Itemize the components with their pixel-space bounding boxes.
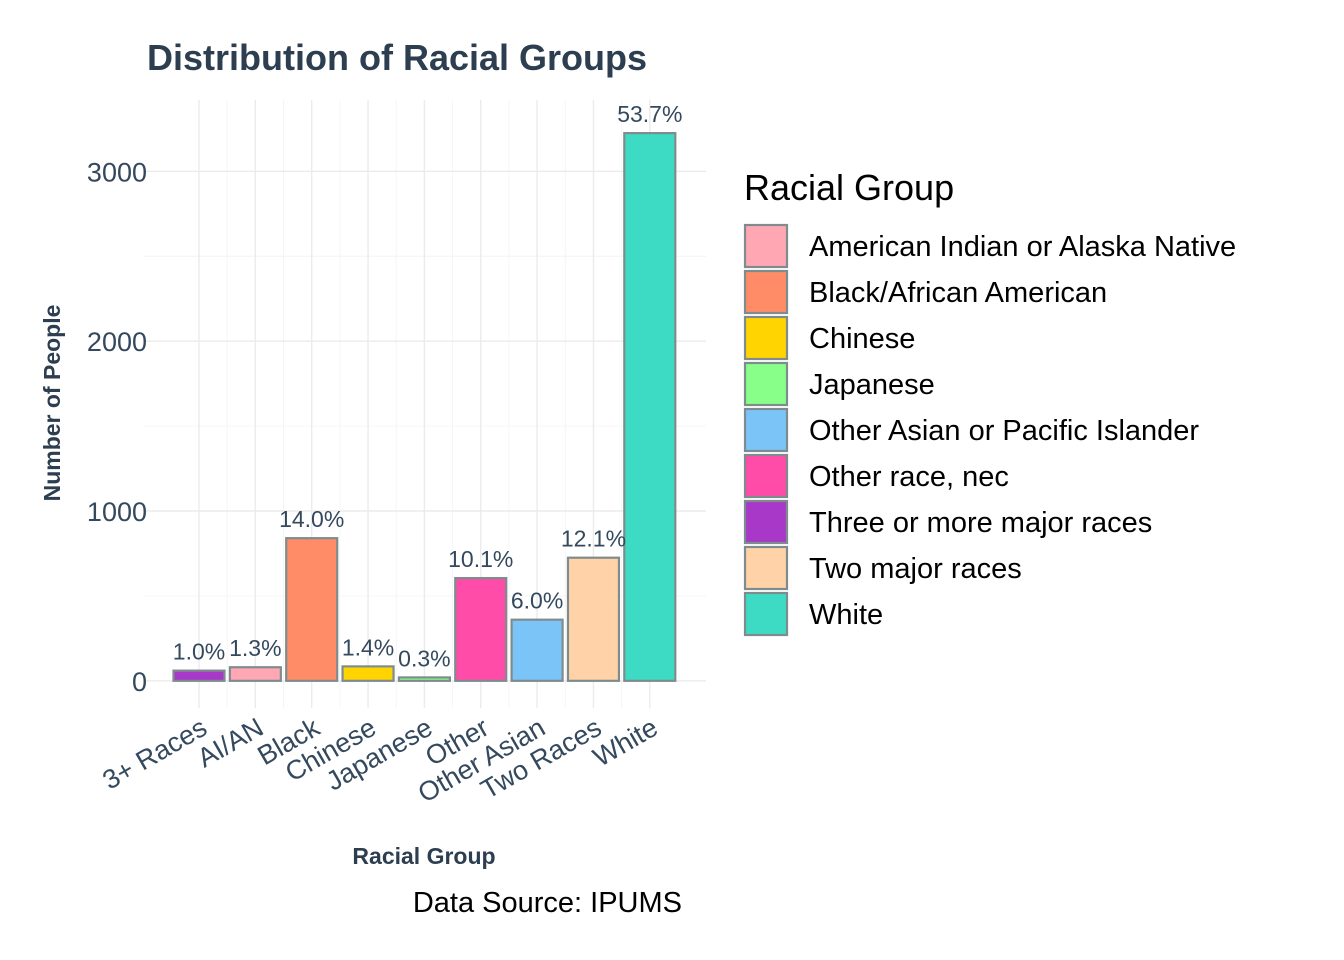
bar xyxy=(285,537,339,682)
legend-swatch xyxy=(743,453,789,499)
legend-item-label: Other Asian or Pacific Islander xyxy=(809,415,1199,447)
bar xyxy=(172,669,226,682)
y-axis-ticks: 0 1000 2000 3000 xyxy=(87,157,147,696)
bar-value-label: 14.0% xyxy=(279,506,344,532)
legend-items: American Indian or Alaska Native Black/Af… xyxy=(743,223,1236,637)
grid xyxy=(144,100,706,708)
bar-labels: 1.0% 1.3% 14.0% 1.4% 0.3% 10.1% 6.0% 12.1% 53.7% xyxy=(173,101,683,671)
bar-value-label: 0.3% xyxy=(398,645,450,671)
legend-swatch xyxy=(743,315,789,361)
legend-item-label: White xyxy=(809,599,883,631)
bar xyxy=(510,618,564,682)
legend-item-label: Chinese xyxy=(809,323,915,355)
legend: Racial Group American Indian or Alaska N… xyxy=(743,167,1236,637)
legend-item-label: American Indian or Alaska Native xyxy=(809,231,1236,263)
chart-title: Distribution of Racial Groups xyxy=(147,37,647,78)
x-tick-label: 3+ Races xyxy=(98,712,212,795)
legend-swatch xyxy=(743,223,789,269)
bars xyxy=(172,132,677,682)
legend-swatch xyxy=(743,407,789,453)
bar xyxy=(228,666,282,682)
legend-swatch xyxy=(743,361,789,407)
legend-item-label: Black/African American xyxy=(809,277,1107,309)
legend-swatch xyxy=(743,269,789,315)
y-tick-label: 1000 xyxy=(87,497,147,527)
x-axis-ticks: 3+ RacesAI/ANBlackChineseJapaneseOtherOt… xyxy=(98,712,663,809)
legend-swatch xyxy=(743,591,789,637)
bar-value-label: 1.3% xyxy=(229,635,281,661)
bar xyxy=(566,556,621,682)
y-tick-label: 2000 xyxy=(87,327,147,357)
bar xyxy=(341,665,395,682)
legend-item-label: Three or more major races xyxy=(809,507,1152,539)
x-tick-label: White xyxy=(588,712,663,772)
bar-value-label: 10.1% xyxy=(448,546,513,572)
legend-title: Racial Group xyxy=(744,167,954,208)
legend-swatch xyxy=(743,545,789,591)
bar xyxy=(623,132,677,682)
x-axis-title: Racial Group xyxy=(352,843,495,869)
legend-swatch xyxy=(743,499,789,545)
bar-value-label: 53.7% xyxy=(617,101,682,127)
bar-value-label: 1.4% xyxy=(342,634,394,660)
legend-item-label: Japanese xyxy=(809,369,935,401)
data-source-caption: Data Source: IPUMS xyxy=(413,887,682,919)
y-tick-label: 3000 xyxy=(87,157,147,187)
y-tick-label: 0 xyxy=(132,667,147,697)
bar-value-label: 6.0% xyxy=(511,588,563,614)
bar-value-label: 1.0% xyxy=(173,639,225,665)
legend-item-label: Other race, nec xyxy=(809,461,1009,493)
bar xyxy=(397,676,451,682)
legend-item-label: Two major races xyxy=(809,553,1022,585)
bar xyxy=(454,576,508,682)
bar-value-label: 12.1% xyxy=(561,526,626,552)
y-axis-title: Number of People xyxy=(39,305,65,502)
